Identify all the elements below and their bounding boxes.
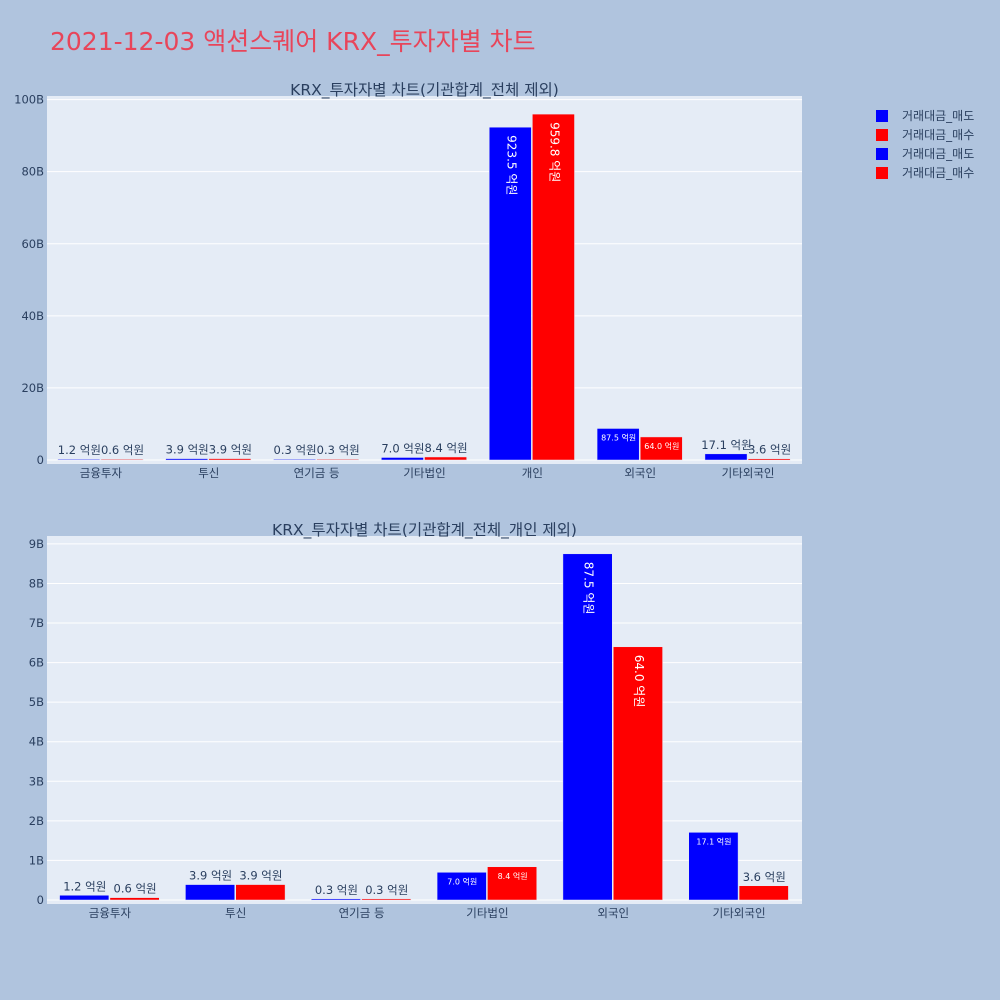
y-tick-label: 2B [29,814,44,828]
data-label: 87.5 억원 [582,562,596,615]
data-label: 0.3 억원 [274,443,317,457]
y-tick-label: 60B [21,237,44,251]
data-label: 3.6 억원 [748,443,791,457]
x-tick-label: 투신 [198,466,219,480]
y-tick-label: 9B [29,537,44,551]
chart-2: 0 1B 2B 3B 4B 5B 6B 7B 8B 9B KRX_투자자별 차트(기관합계_전체_개… [29,521,802,920]
x-tick-label: 기타외국인 [722,466,775,480]
bar [704,453,748,461]
bar [311,898,361,901]
bar [562,553,613,901]
legend-swatch [876,167,888,179]
y-tick-label: 5B [29,695,44,709]
y-tick-label: 100B [14,93,44,107]
data-label: 1.2 억원 [58,443,101,457]
bar [381,457,424,461]
bar [532,113,575,461]
data-label: 3.9 억원 [189,869,232,883]
bar [738,885,789,901]
chart-title: KRX_투자자별 차트(기관합계_전체 제외) [290,81,559,100]
bar [436,872,487,901]
y-tick-label: 20B [21,381,44,395]
bar [273,458,316,461]
data-label: 7.0 억원 [447,876,477,886]
data-label: 0.6 억원 [114,882,157,896]
x-tick-label: 기타법인 [403,466,445,480]
y-tick-label: 4B [29,735,44,749]
data-label: 64.0 억원 [632,655,646,708]
x-tick-label: 개인 [522,466,543,480]
bar [165,458,209,461]
data-label: 64.0 억원 [644,441,679,451]
chart-1: 0 20B 40B 60B 80B 100B KRX_투자자별 차트(기관합계_전체 제외)… [14,81,802,480]
x-tick-label: 기타법인 [466,906,508,920]
data-label: 8.4 억원 [425,441,468,455]
bar [235,884,286,901]
y-tick-label: 0 [37,453,44,467]
x-tick-label: 투신 [225,906,246,920]
main-title: 2021-12-03 액션스퀘어 KRX_투자자별 차트 [50,27,536,56]
bar [57,458,101,461]
x-tick-label: 금융투자 [89,906,132,920]
x-tick-label: 연기금 등 [294,466,340,480]
legend-label: 거래대금_매도 [902,147,974,161]
data-label: 87.5 억원 [601,432,636,442]
y-tick-label: 80B [21,165,44,179]
y-tick-label: 7B [29,616,44,630]
y-tick-label: 3B [29,774,44,788]
bar [100,458,144,461]
x-tick-label: 외국인 [597,906,629,920]
legend-label: 거래대금_매수 [902,128,974,142]
legend-swatch [876,148,888,160]
bar [316,458,360,461]
data-label: 8.4 억원 [498,871,528,881]
bar [488,126,532,461]
data-label: 3.9 억원 [209,443,252,457]
y-tick-label: 1B [29,853,44,867]
bar [109,897,160,901]
bar [361,898,412,901]
data-label: 923.5 억원 [504,135,518,195]
data-label: 959.8 억원 [547,122,561,182]
chart-title: KRX_투자자별 차트(기관합계_전체_개인 제외) [272,521,577,540]
bar [613,646,663,901]
data-label: 0.3 억원 [315,883,358,897]
x-tick-label: 연기금 등 [339,906,385,920]
plot-area [47,96,802,464]
bar [596,428,640,461]
data-label: 17.1 억원 [696,836,731,846]
legend-label: 거래대금_매수 [902,166,974,180]
data-label: 0.6 억원 [101,443,144,457]
data-label: 0.3 억원 [365,883,408,897]
data-label: 3.6 억원 [743,870,786,884]
plot-area [47,536,802,904]
y-tick-label: 6B [29,656,44,670]
bar [208,458,252,461]
legend-label: 거래대금_매도 [902,109,974,123]
x-tick-label: 금융투자 [80,466,123,480]
bar [688,832,739,901]
y-tick-label: 40B [21,309,44,323]
x-tick-label: 기타외국인 [713,906,766,920]
bar [185,884,236,901]
bar [639,436,683,461]
data-label: 17.1 억원 [701,438,751,452]
y-tick-label: 8B [29,576,44,590]
data-label: 0.3 억원 [317,443,360,457]
data-label: 1.2 억원 [63,879,106,893]
bar [487,866,537,901]
bar [747,458,791,461]
x-tick-label: 외국인 [624,466,656,480]
legend-swatch [876,129,888,141]
bar [424,456,467,461]
bar [59,895,110,901]
data-label: 3.9 억원 [166,443,209,457]
y-tick-label: 0 [37,893,44,907]
data-label: 7.0 억원 [381,441,424,455]
data-label: 3.9 억원 [239,869,282,883]
legend-swatch [876,110,888,122]
